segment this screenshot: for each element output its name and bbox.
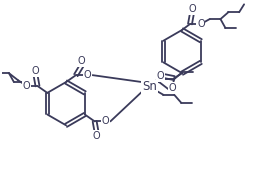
Text: O: O (168, 83, 176, 93)
Text: O: O (78, 56, 86, 66)
Text: O: O (32, 66, 39, 76)
Text: O: O (84, 70, 92, 80)
Text: O: O (157, 71, 164, 81)
Text: O: O (93, 131, 100, 141)
Text: Sn: Sn (142, 80, 157, 93)
Text: O: O (197, 19, 205, 29)
Text: O: O (23, 81, 30, 91)
Text: O: O (188, 4, 196, 14)
Text: O: O (102, 116, 109, 126)
